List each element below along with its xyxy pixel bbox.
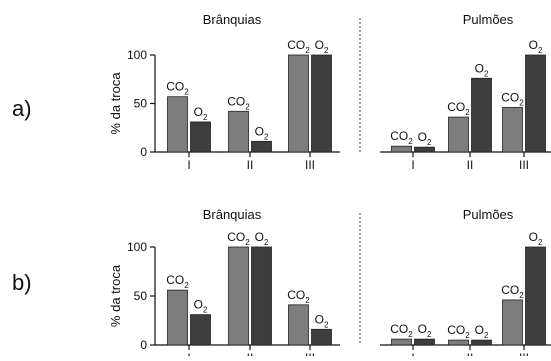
panel-label: a) <box>12 96 32 121</box>
bar-label: CO2 <box>227 94 250 111</box>
bar-label: O2 <box>475 323 489 340</box>
bar-co2 <box>228 246 249 346</box>
chart-panel-b: b) % da troca 0 50 100 Brânquias I CO2 O2 II CO2 O2… <box>12 207 551 361</box>
y-axis-label: % da troca <box>108 264 123 327</box>
bar-label: O2 <box>255 124 269 141</box>
x-tick-label: I <box>187 351 190 356</box>
bar-co2 <box>288 54 309 153</box>
bar-label: O2 <box>194 298 208 315</box>
bar-group-pulmoes: Pulmões I CO2 O2 II CO2 O2 III CO2 O2 <box>390 12 546 172</box>
bar-label: CO2 <box>447 100 470 117</box>
bar-label: O2 <box>529 38 543 55</box>
y-tick-label: 100 <box>127 48 147 62</box>
x-tick-label: I <box>411 158 414 172</box>
bar-o2 <box>525 246 546 346</box>
x-tick-label: III <box>519 351 529 356</box>
bar-label: O2 <box>418 130 432 147</box>
bar-co2 <box>391 145 412 153</box>
bar-label: CO2 <box>501 90 524 107</box>
bar-co2 <box>167 96 188 153</box>
x-tick-label: III <box>305 351 315 356</box>
bar-label: O2 <box>255 230 269 247</box>
bar-label: CO2 <box>166 273 189 290</box>
bar-label: O2 <box>315 38 329 55</box>
bar-o2 <box>190 314 211 346</box>
bar-o2 <box>311 328 332 346</box>
y-tick-label: 0 <box>140 338 147 352</box>
x-tick-label: III <box>305 158 315 172</box>
x-tick-label: II <box>467 351 474 356</box>
bar-group-pulmoes: Pulmões I CO2 O2 II CO2 O2 III CO2 O2 <box>390 207 546 361</box>
group-title: Pulmões <box>463 207 514 222</box>
x-tick-label: I <box>411 351 414 356</box>
bar-label: CO2 <box>390 322 413 339</box>
panel-label: b) <box>12 270 32 295</box>
bar-o2 <box>414 146 435 153</box>
x-tick-label: II <box>247 158 254 172</box>
bar-co2 <box>502 106 523 153</box>
y-tick-label: 0 <box>140 145 147 159</box>
bar-label: CO2 <box>166 80 189 97</box>
bar-label: O2 <box>529 230 543 247</box>
x-tick-label: II <box>247 351 254 356</box>
group-title: Brânquias <box>203 207 262 222</box>
bar-label: CO2 <box>390 129 413 146</box>
y-tick-label: 100 <box>127 240 147 254</box>
bar-co2 <box>288 304 309 346</box>
bar-label: O2 <box>418 322 432 339</box>
bar-co2 <box>167 289 188 346</box>
bar-co2 <box>448 339 469 346</box>
bar-o2 <box>471 77 492 153</box>
bar-label: CO2 <box>227 230 250 247</box>
y-tick-label: 50 <box>134 289 148 303</box>
bar-o2 <box>190 121 211 153</box>
group-title: Pulmões <box>463 12 514 27</box>
bar-label: O2 <box>475 61 489 78</box>
bar-o2 <box>251 140 272 153</box>
bar-group-branquias: Brânquias I CO2 O2 II CO2 O2 III CO2 O2 <box>166 207 332 361</box>
bar-o2 <box>471 339 492 346</box>
bar-o2 <box>525 54 546 153</box>
bar-co2 <box>448 116 469 153</box>
x-tick-label: II <box>467 158 474 172</box>
bar-o2 <box>414 338 435 346</box>
bar-label: CO2 <box>501 283 524 300</box>
x-tick-label: I <box>187 158 190 172</box>
bar-co2 <box>502 299 523 346</box>
y-axis-label: % da troca <box>108 72 123 135</box>
bar-label: CO2 <box>287 38 310 55</box>
chart-panel-a: a) % da troca 0 50 100 Brânquias I CO2 O2 II CO2 O2… <box>12 12 551 172</box>
bar-label: O2 <box>315 312 329 329</box>
bar-label: O2 <box>194 105 208 122</box>
group-title: Brânquias <box>203 12 262 27</box>
bar-o2 <box>311 54 332 153</box>
bar-group-branquias: Brânquias I CO2 O2 II CO2 O2 III CO2 O2 <box>166 12 332 172</box>
bar-label: CO2 <box>287 288 310 305</box>
x-tick-label: III <box>519 158 529 172</box>
bar-o2 <box>251 246 272 346</box>
bar-co2 <box>228 110 249 153</box>
bar-label: CO2 <box>447 323 470 340</box>
y-tick-label: 50 <box>134 97 148 111</box>
bar-co2 <box>391 338 412 346</box>
